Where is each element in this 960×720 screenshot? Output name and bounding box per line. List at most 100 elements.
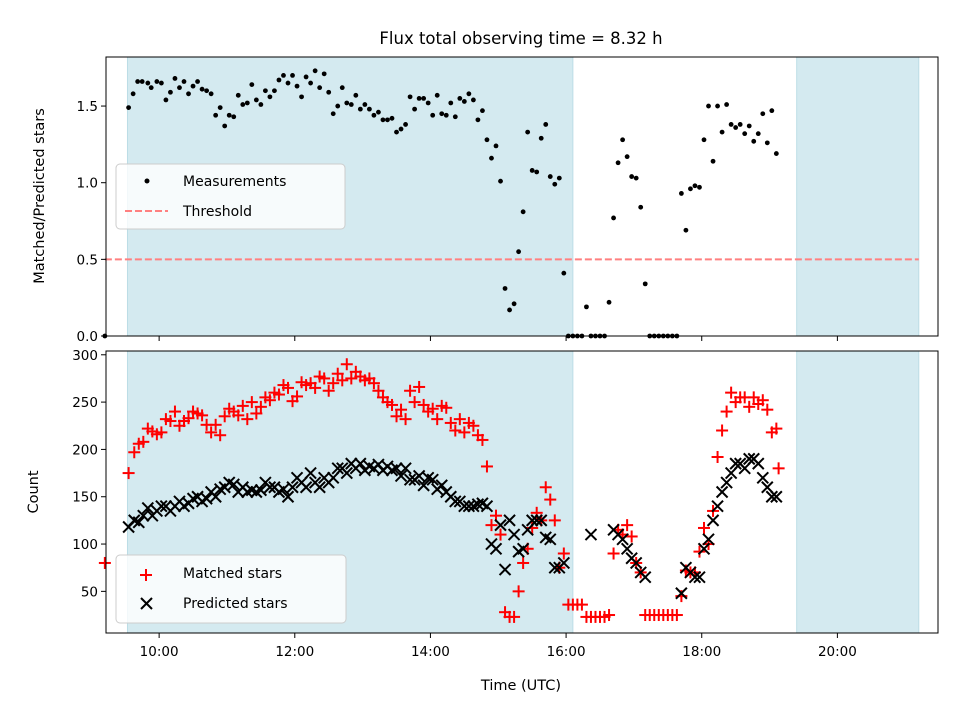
bottom-y-axis-label: Count xyxy=(26,470,42,513)
measurement-point xyxy=(281,72,286,78)
measurement-point xyxy=(244,100,250,106)
measurement-point xyxy=(371,112,377,118)
x-stroke xyxy=(693,570,706,584)
matched-stars-point xyxy=(331,367,344,380)
x-tick-label: 10:00 xyxy=(140,644,179,660)
predicted-stars-point xyxy=(629,556,643,570)
y-tick-label: 1.0 xyxy=(77,176,98,192)
measurement-point xyxy=(154,79,160,84)
measurement-point xyxy=(253,97,259,103)
measurement-point xyxy=(272,88,277,94)
matched-stars-point xyxy=(575,598,588,611)
measurement-point xyxy=(148,85,154,91)
measurement-point xyxy=(715,103,720,109)
top-axes-frame xyxy=(105,56,939,337)
matched-stars-point xyxy=(309,381,322,394)
predicted-stars-point xyxy=(706,514,720,527)
predicted-stars-point xyxy=(403,473,417,486)
measurement-point xyxy=(145,80,151,86)
matched-stars-point xyxy=(453,413,466,426)
x-stroke xyxy=(426,473,439,486)
matched-stars-point xyxy=(772,462,785,475)
measurement-point xyxy=(538,135,544,141)
matched-stars-point xyxy=(761,403,774,416)
measurement-point xyxy=(615,160,621,166)
x-stroke xyxy=(752,457,765,470)
predicted-stars-point xyxy=(675,587,688,600)
predicted-stars-point xyxy=(263,481,277,494)
measurement-point xyxy=(443,112,449,118)
legend-threshold-label: Threshold xyxy=(182,204,252,220)
matched-stars-point xyxy=(345,372,358,385)
predicted-stars-point xyxy=(327,471,340,485)
measurement-point xyxy=(235,92,241,98)
predicted-stars-point xyxy=(449,495,462,508)
x-stroke xyxy=(629,556,643,570)
matched-stars-point xyxy=(426,402,439,415)
x-stroke xyxy=(227,478,240,491)
predicted-stars-point xyxy=(254,483,268,497)
x-tick-label: 14:00 xyxy=(411,644,450,660)
predicted-stars-point xyxy=(738,462,751,475)
x-stroke xyxy=(421,471,435,485)
measurement-point xyxy=(692,183,698,189)
x-stroke xyxy=(765,490,779,503)
predicted-stars-point xyxy=(417,479,430,492)
x-stroke xyxy=(706,514,720,527)
predicted-stars-point xyxy=(498,563,512,576)
matched-stars-point xyxy=(395,403,408,416)
matched-stars-point xyxy=(291,390,304,403)
measurement-point xyxy=(543,122,549,127)
x-stroke xyxy=(281,490,295,503)
x-stroke xyxy=(223,476,236,489)
measurement-point xyxy=(484,137,490,143)
matched-stars-point xyxy=(494,528,507,541)
y-tick-label: 0.0 xyxy=(77,329,98,345)
predicted-stars-point xyxy=(729,457,742,470)
matched-stars-point xyxy=(336,374,349,387)
y-tick-label: 100 xyxy=(72,537,98,553)
predicted-stars-point xyxy=(299,481,313,494)
x-stroke xyxy=(539,531,552,544)
measurement-point xyxy=(620,137,626,143)
matched-stars-point xyxy=(241,413,254,426)
x-stroke xyxy=(620,542,634,555)
measurement-point xyxy=(240,102,246,107)
measurement-point xyxy=(353,92,359,98)
predicted-stars-point xyxy=(639,570,652,584)
measurement-point xyxy=(339,85,345,91)
measurement-point xyxy=(308,80,314,86)
predicted-stars-point xyxy=(761,481,774,494)
matched-stars-point xyxy=(603,609,616,622)
matched-stars-point xyxy=(272,388,285,401)
matched-stars-point xyxy=(458,426,471,439)
matched-stars-point xyxy=(747,391,760,404)
measurement-point xyxy=(290,72,295,78)
measurement-point xyxy=(190,83,196,89)
measurement-point xyxy=(249,82,255,87)
y-tick-label: 0.5 xyxy=(77,252,98,268)
x-stroke xyxy=(263,481,277,494)
measurement-point xyxy=(706,103,711,109)
x-stroke xyxy=(390,462,403,475)
measurement-point xyxy=(276,77,282,83)
x-stroke xyxy=(462,499,476,513)
measurement-point xyxy=(330,111,336,117)
predicted-stars-point xyxy=(720,476,733,489)
matched-stars-point xyxy=(670,609,683,622)
matched-stars-point xyxy=(250,407,263,420)
measurement-point xyxy=(606,299,612,305)
measurement-point xyxy=(285,80,291,86)
measurement-point xyxy=(421,95,427,101)
x-stroke xyxy=(200,492,213,505)
predicted-stars-point xyxy=(313,481,326,494)
matched-stars-point xyxy=(408,396,421,409)
predicted-stars-point xyxy=(281,490,295,503)
x-stroke xyxy=(137,509,150,522)
x-stroke xyxy=(449,495,462,508)
matched-stars-point xyxy=(122,467,135,480)
measurement-point xyxy=(389,115,395,121)
measurement-point xyxy=(448,100,454,106)
matched-stars-point xyxy=(98,556,111,569)
measurement-point xyxy=(489,155,494,161)
